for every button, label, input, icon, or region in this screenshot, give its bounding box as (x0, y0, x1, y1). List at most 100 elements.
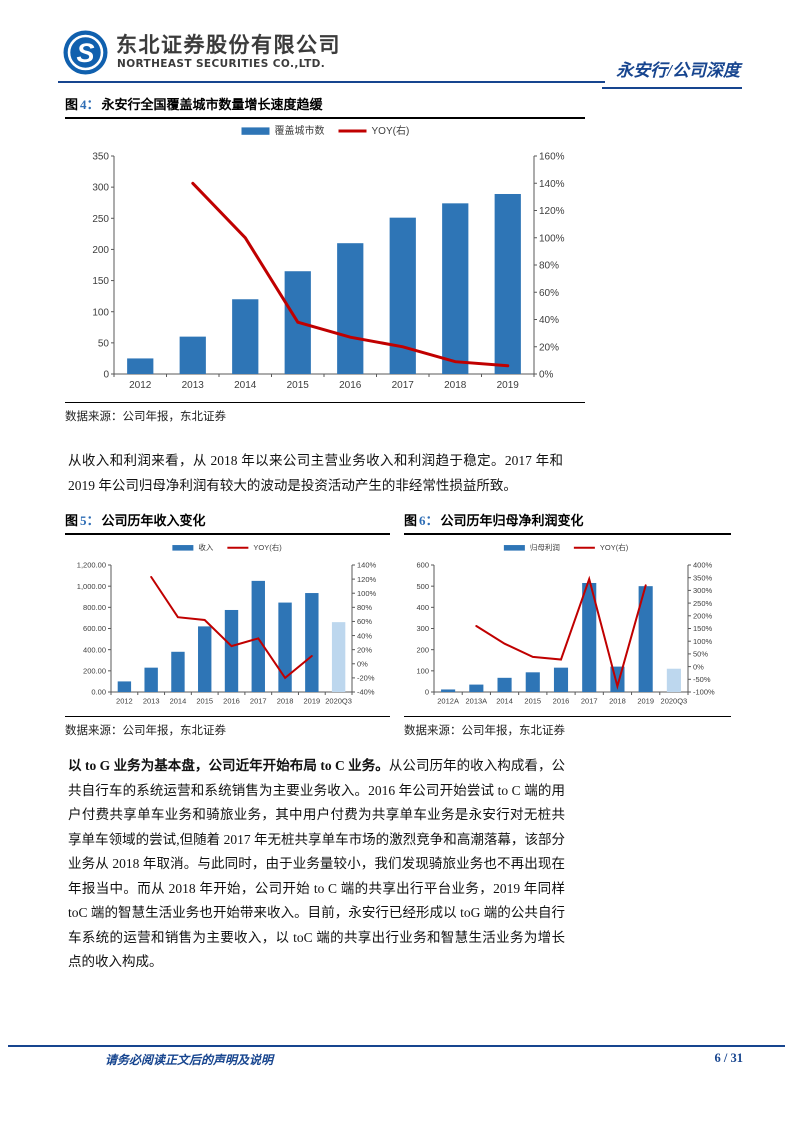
svg-text:-20%: -20% (357, 674, 375, 683)
svg-text:2012: 2012 (129, 380, 152, 391)
svg-text:0%: 0% (539, 370, 554, 381)
paragraph-2-bold-lead: 以 to G 业务为基本盘，公司近年开始布局 to C 业务。 (68, 758, 389, 773)
svg-text:200.00: 200.00 (83, 667, 106, 676)
svg-text:-100%: -100% (693, 688, 715, 697)
svg-text:120%: 120% (539, 206, 565, 217)
svg-text:2019: 2019 (637, 697, 654, 706)
svg-text:0%: 0% (357, 659, 368, 668)
covered-cities-growth-chart: 0 50 100 150 200 250 300 350 0% 20% 40% 60% 80% 100% 1… (92, 124, 565, 391)
svg-text:800.00: 800.00 (83, 603, 106, 612)
svg-text:100: 100 (416, 667, 429, 676)
svg-text:80%: 80% (357, 603, 372, 612)
svg-text:S: S (76, 38, 94, 68)
svg-text:350: 350 (92, 152, 109, 163)
company-name-en: NORTHEAST SECURITIES CO.,LTD. (117, 58, 326, 70)
svg-text:350%: 350% (693, 573, 713, 582)
svg-text:100%: 100% (357, 589, 377, 598)
svg-text:200%: 200% (693, 612, 713, 621)
svg-text:120%: 120% (357, 575, 377, 584)
company-name-cn: 东北证券股份有限公司 (116, 33, 341, 57)
revenue-history-chart: 0.00 200.00 400.00 600.00 800.00 1,000.00 1,20… (77, 542, 377, 706)
svg-text:2015: 2015 (287, 380, 310, 391)
svg-text:2015: 2015 (524, 697, 541, 706)
svg-text:300%: 300% (693, 586, 713, 595)
svg-text:0.00: 0.00 (91, 688, 106, 697)
svg-text:60%: 60% (357, 617, 372, 626)
svg-text:2015: 2015 (196, 697, 213, 706)
header-rule-left (58, 81, 605, 83)
svg-text:2014: 2014 (170, 697, 187, 706)
svg-text:2012: 2012 (116, 697, 133, 706)
svg-text:150: 150 (92, 276, 109, 287)
svg-text:80%: 80% (539, 261, 559, 272)
figure-6-number: 6： (419, 513, 439, 528)
net-profit-history-chart: 0 100 200 300 400 500 600 -100% -50% 0% 50% 100% 150… (416, 542, 715, 706)
page-number: 6 / 31 (714, 1051, 743, 1065)
svg-text:300: 300 (416, 624, 429, 633)
svg-text:20%: 20% (539, 342, 559, 353)
svg-text:2016: 2016 (339, 380, 362, 391)
svg-text:150%: 150% (693, 624, 713, 633)
footer-rule (8, 1045, 785, 1047)
svg-text:2012A: 2012A (437, 697, 459, 706)
svg-text:2018: 2018 (609, 697, 626, 706)
svg-text:250%: 250% (693, 599, 713, 608)
figure-4-title: 图 4： 永安行全国覆盖城市数量增长速度趋缓 (65, 94, 585, 119)
footer-disclaimer: 请务必阅读正文后的声明及说明 (105, 1053, 274, 1067)
svg-text:40%: 40% (539, 315, 559, 326)
svg-text:60%: 60% (539, 288, 559, 299)
northeast-securities-logo-icon: S (63, 30, 108, 75)
svg-text:100%: 100% (539, 233, 565, 244)
svg-text:400.00: 400.00 (83, 645, 106, 654)
svg-text:2019: 2019 (303, 697, 320, 706)
figure-5-source: 数据来源：公司年报，东北证券 (65, 716, 390, 738)
svg-text:140%: 140% (357, 561, 377, 570)
svg-text:600.00: 600.00 (83, 624, 106, 633)
svg-text:2016: 2016 (553, 697, 570, 706)
svg-text:40%: 40% (357, 631, 372, 640)
figure-6-label: 图 (404, 513, 418, 528)
svg-text:2017: 2017 (250, 697, 267, 706)
svg-text:2017: 2017 (392, 380, 415, 391)
figure-4-label: 图 (65, 97, 79, 112)
svg-text:2013A: 2013A (465, 697, 487, 706)
svg-text:覆盖城市数: 覆盖城市数 (275, 124, 325, 137)
svg-text:2013: 2013 (143, 697, 160, 706)
svg-text:1,000.00: 1,000.00 (77, 582, 106, 591)
svg-text:200: 200 (92, 245, 109, 256)
svg-text:160%: 160% (539, 152, 565, 163)
svg-text:2020Q3: 2020Q3 (661, 697, 688, 706)
svg-text:300: 300 (92, 183, 109, 194)
svg-text:500: 500 (416, 582, 429, 591)
body-paragraph-1: 从收入和利润来看，从 2018 年以来公司主营业务收入和利润趋于稳定。2017 … (68, 453, 563, 493)
svg-text:100%: 100% (693, 637, 713, 646)
svg-text:-40%: -40% (357, 688, 375, 697)
svg-text:0: 0 (103, 370, 109, 381)
figure-6-source: 数据来源：公司年报，东北证券 (404, 716, 731, 738)
svg-text:2014: 2014 (496, 697, 513, 706)
figure-5-label: 图 (65, 513, 79, 528)
svg-text:2019: 2019 (497, 380, 520, 391)
header-rule-right (602, 87, 742, 89)
svg-text:400%: 400% (693, 561, 713, 570)
figure-5-number: 5： (80, 513, 100, 528)
svg-text:140%: 140% (539, 179, 565, 190)
svg-text:2018: 2018 (277, 697, 294, 706)
svg-text:100: 100 (92, 307, 109, 318)
svg-text:收入: 收入 (198, 542, 213, 552)
svg-text:50: 50 (98, 338, 110, 349)
report-category-tag: 永安行/公司深度 (616, 61, 740, 80)
svg-text:2014: 2014 (234, 380, 257, 391)
figure-5-title: 图 5： 公司历年收入变化 (65, 510, 390, 535)
svg-text:-50%: -50% (693, 675, 711, 684)
svg-text:YOY(右): YOY(右) (600, 542, 629, 552)
svg-text:0: 0 (425, 688, 429, 697)
figure-4-number: 4： (80, 97, 100, 112)
svg-text:250: 250 (92, 214, 109, 225)
svg-text:YOY(右): YOY(右) (253, 542, 282, 552)
svg-text:200: 200 (416, 645, 429, 654)
figure-6-title: 图 6： 公司历年归母净利润变化 (404, 510, 731, 535)
svg-text:1,200.00: 1,200.00 (77, 561, 106, 570)
svg-text:400: 400 (416, 603, 429, 612)
